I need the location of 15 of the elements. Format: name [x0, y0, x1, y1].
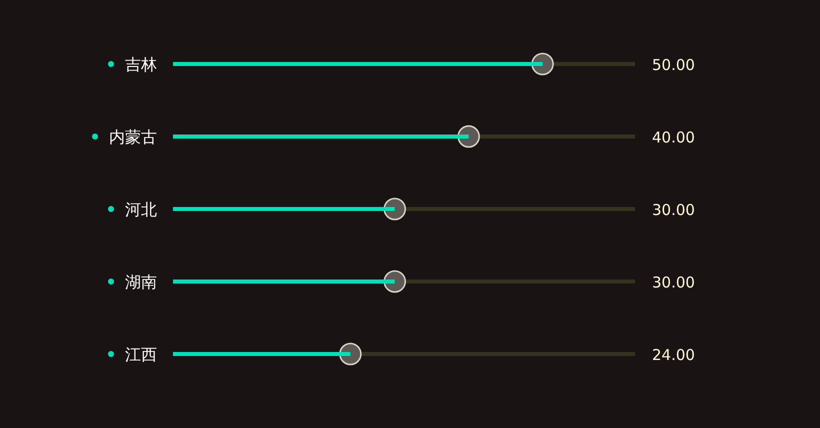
data-label: 40.00 [652, 128, 695, 146]
y-tick-label: 江西 [125, 345, 157, 364]
bar [173, 207, 395, 211]
bar [173, 352, 350, 356]
data-label: 30.00 [652, 201, 695, 219]
bar [173, 134, 469, 138]
bar [173, 62, 543, 66]
bar [173, 280, 395, 284]
y-tick-label: 湖南 [125, 272, 157, 292]
y-tick-label: 河北 [125, 200, 157, 219]
data-label: 24.00 [652, 346, 695, 364]
y-tick-label: 内蒙古 [109, 128, 157, 146]
y-tick-label: 吉林 [125, 55, 157, 74]
data-label: 30.00 [652, 274, 695, 292]
data-label: 50.00 [652, 56, 695, 74]
